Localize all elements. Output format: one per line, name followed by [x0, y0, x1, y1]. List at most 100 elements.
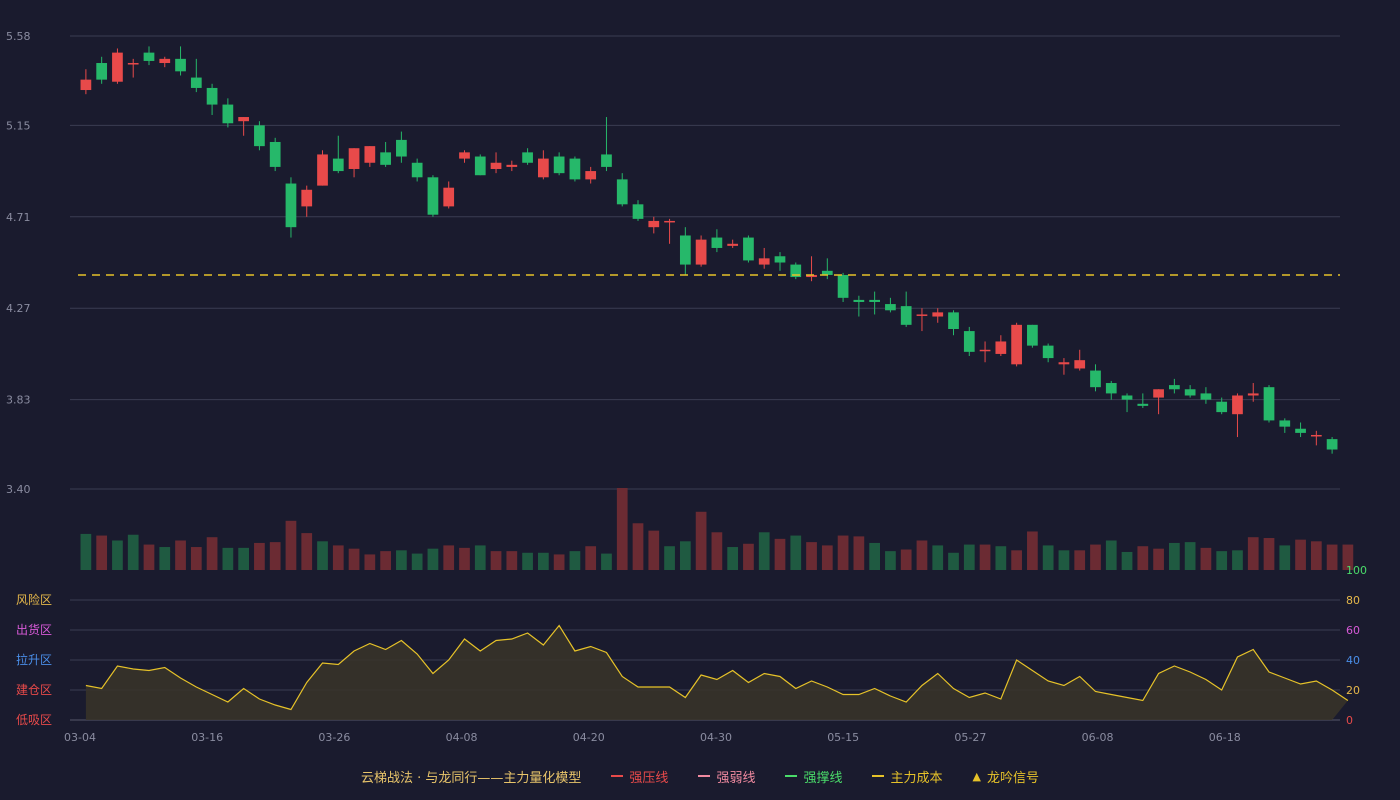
- price-tick-label: 4.27: [6, 302, 31, 315]
- candle-body: [285, 183, 297, 228]
- candle-body: [190, 77, 202, 88]
- legend-item-strong-resistance[interactable]: 强压线: [611, 767, 668, 786]
- legend-label: 主力成本: [890, 770, 943, 786]
- candle-body: [522, 152, 533, 163]
- volume-bar: [411, 553, 423, 570]
- candle-body: [96, 63, 108, 80]
- candle-body: [411, 162, 423, 178]
- candle-body: [269, 141, 281, 167]
- volume-bar: [774, 538, 786, 570]
- solid-line-icon: [611, 775, 624, 777]
- volume-bar: [427, 548, 439, 570]
- price-axis: 5.58 5.15 4.71 4.27 3.83 3.40: [6, 30, 31, 496]
- candle-body: [159, 58, 171, 64]
- volume-bar: [1216, 551, 1228, 570]
- volume-bar: [790, 535, 802, 570]
- volume-bar: [490, 551, 502, 570]
- zone-label: 风险区: [16, 592, 52, 607]
- volume-bar: [474, 545, 486, 570]
- volume-bar: [1105, 540, 1117, 570]
- candle-body: [632, 204, 644, 219]
- candle-body: [238, 117, 250, 122]
- candle-body: [916, 314, 928, 316]
- candle-body: [900, 306, 912, 325]
- candle-body: [1042, 345, 1054, 359]
- candlestick-series: [80, 46, 1338, 454]
- price-tick-label: 5.58: [6, 30, 31, 43]
- gridlines: [70, 35, 1340, 490]
- volume-bar: [80, 533, 92, 570]
- candle-body: [806, 274, 817, 278]
- volume-bar: [900, 549, 912, 570]
- date-axis: 03-04 03-16 03-26 04-08 04-20 04-30 05-15 05-27…: [64, 731, 1241, 744]
- legend-item-strength-line[interactable]: 强弱线: [698, 767, 755, 786]
- volume-bar: [727, 547, 739, 570]
- candle-body: [569, 158, 581, 180]
- candle-body: [664, 220, 675, 223]
- candle-body: [1295, 428, 1306, 433]
- legend-label: 强撑线: [803, 770, 843, 786]
- volume-bar: [1058, 550, 1070, 570]
- candle-body: [821, 270, 833, 275]
- triangle-icon: ▲: [972, 769, 981, 783]
- candle-body: [727, 243, 739, 246]
- volume-bar: [254, 542, 265, 570]
- candle-body: [553, 156, 565, 174]
- volume-bar: [869, 542, 881, 570]
- volume-bar: [695, 511, 707, 570]
- volume-bar: [963, 544, 975, 570]
- indicator-tick-label: 40: [1346, 654, 1360, 667]
- volume-bar: [1247, 537, 1259, 570]
- volume-bar: [1184, 542, 1196, 570]
- price-tick-label: 5.15: [6, 119, 31, 132]
- date-tick-label: 06-08: [1082, 731, 1114, 744]
- volume-bar: [616, 488, 628, 570]
- zone-label: 拉升区: [16, 652, 52, 667]
- volume-bar: [1263, 538, 1275, 570]
- legend: 云梯战法 · 与龙同行——主力量化模型 强压线 强弱线 强撑线 主力成本 ▲ 龙…: [0, 764, 1400, 788]
- candle-body: [348, 148, 360, 169]
- legend-title: 云梯战法 · 与龙同行——主力量化模型: [361, 767, 581, 786]
- candle-body: [1137, 403, 1149, 406]
- volume-bar: [1121, 551, 1133, 570]
- candle-body: [932, 312, 944, 317]
- volume-bar: [364, 554, 376, 570]
- candle-body: [380, 152, 391, 165]
- candle-body: [1011, 324, 1022, 365]
- legend-item-dragon-signal[interactable]: ▲ 龙吟信号: [972, 767, 1038, 786]
- candle-body: [175, 58, 186, 72]
- volume-bar: [380, 551, 391, 570]
- price-tick-label: 4.71: [6, 211, 31, 224]
- candle-body: [648, 220, 660, 228]
- date-tick-label: 04-20: [573, 731, 605, 744]
- date-tick-label: 05-15: [827, 731, 859, 744]
- candle-body: [317, 154, 328, 186]
- candle-body: [869, 299, 881, 302]
- volume-bar: [1168, 542, 1180, 570]
- volume-bar: [1295, 539, 1306, 570]
- candle-body: [112, 52, 123, 82]
- volume-bar: [143, 544, 155, 570]
- candle-body: [695, 239, 707, 265]
- volume-bar: [222, 547, 234, 570]
- legend-item-main-cost[interactable]: 主力成本: [872, 767, 942, 786]
- candle-body: [837, 274, 849, 298]
- volume-bar: [1342, 544, 1354, 570]
- date-tick-label: 03-04: [64, 731, 96, 744]
- volume-bar: [821, 545, 833, 570]
- legend-item-strong-support[interactable]: 强撑线: [785, 767, 842, 786]
- date-tick-label: 03-26: [318, 731, 350, 744]
- candle-body: [1279, 420, 1291, 427]
- volume-bar: [979, 544, 991, 570]
- volume-bar: [459, 547, 470, 570]
- candle-body: [254, 125, 265, 147]
- candle-body: [1105, 383, 1117, 394]
- volume-bar: [1326, 544, 1338, 570]
- zone-label: 低吸区: [16, 713, 52, 727]
- volume-bar: [159, 547, 171, 570]
- volume-bar: [1153, 548, 1164, 570]
- candle-body: [1216, 401, 1228, 413]
- volume-bar: [1074, 550, 1086, 570]
